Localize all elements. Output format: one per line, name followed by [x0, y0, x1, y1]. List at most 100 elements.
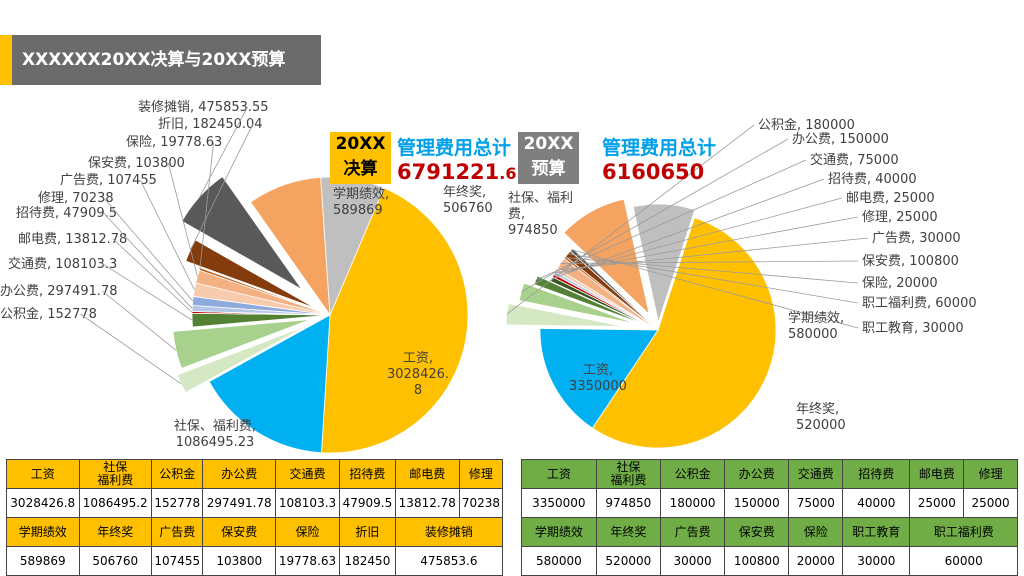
- title-bar: [0, 35, 321, 85]
- table-cell: 40000: [842, 488, 911, 518]
- table-header-cell: 广告费: [150, 517, 204, 547]
- table-header-cell: 广告费: [659, 517, 726, 547]
- table-header-cell: 办公费: [724, 459, 790, 489]
- table-cell: 589869: [6, 546, 80, 576]
- table-header-cell: 招待费: [339, 459, 396, 489]
- slice-label: 社保、福利费, 1086495.23: [174, 418, 256, 450]
- budget-table: 工资 社保 福利费 公积金 办公费 交通费 招待费 邮电费 修理 3350000 974850 180…: [521, 459, 1018, 576]
- slice-label: 公积金, 152778: [0, 306, 97, 322]
- table-cell: 25000: [963, 488, 1018, 518]
- table-cell: 520000: [595, 546, 661, 576]
- budget-total-label: 管理费用总计: [602, 137, 717, 159]
- table-header-cell: 装修摊销: [394, 517, 504, 547]
- table-cell: 1086495.2: [78, 488, 152, 518]
- actual-total-value: 6791221.61: [397, 160, 528, 184]
- slice-label: 保险, 19778.63: [126, 135, 222, 150]
- table-cell: 13812.78: [394, 488, 460, 518]
- slice-label: 社保、福利费, 974850: [508, 190, 573, 238]
- table-header-cell: 学期绩效: [521, 517, 597, 547]
- budget-box-year: 20XX: [523, 134, 574, 154]
- actual-box-type: 决算: [343, 159, 378, 179]
- table-row: 3028426.8 1086495.2 152778 297491.78 108103.…: [6, 488, 504, 518]
- table-cell: 974850: [595, 488, 661, 518]
- table-cell: 180000: [659, 488, 726, 518]
- leader-line: [521, 138, 789, 293]
- table-cell: 297491.78: [202, 488, 276, 518]
- table-header-cell: 职工教育: [842, 517, 911, 547]
- pie-slice: [563, 198, 650, 316]
- actual-total-label: 管理费用总计: [397, 137, 512, 159]
- table-header-row: 学期绩效 年终奖 广告费 保安费 保险 职工教育 职工福利费: [521, 517, 1018, 547]
- pie-slice: [539, 328, 659, 429]
- slice-label: 装修摊销, 475853.55: [138, 100, 269, 115]
- pie-slice: [321, 187, 469, 454]
- slice-label: 折旧, 182450.04: [158, 117, 263, 132]
- slice-label: 修理, 70238: [38, 191, 114, 206]
- table-cell: 182450: [339, 546, 396, 576]
- table-row: 589869 506760 107455 103800 19778.63 182450 47…: [6, 546, 504, 576]
- table-header-cell: 邮电费: [394, 459, 460, 489]
- slice-label: 公积金, 180000: [758, 117, 855, 133]
- leader-line: [199, 106, 248, 197]
- table-header-cell: 学期绩效: [6, 517, 80, 547]
- table-cell: 107455: [150, 546, 204, 576]
- slice-label: 广告费, 107455: [60, 173, 157, 188]
- slice-label: 职工福利费, 60000: [862, 296, 977, 311]
- pie-chart-actual: 工资, 3028426. 8 社保、福利费, 1086495.23 公积金, 152778…: [0, 100, 493, 454]
- table-cell: 20000: [788, 546, 844, 576]
- leader-line: [535, 159, 807, 281]
- table-header-cell: 修理: [458, 459, 504, 489]
- slice-label: 广告费, 30000: [872, 231, 961, 246]
- table-header-cell: 办公费: [202, 459, 276, 489]
- table-header-cell: 招待费: [842, 459, 911, 489]
- slice-label: 招待费, 40000: [828, 172, 917, 187]
- table-header-cell: 交通费: [274, 459, 341, 489]
- table-cell: 75000: [788, 488, 844, 518]
- leader-line: [112, 238, 193, 313]
- table-cell: 580000: [521, 546, 597, 576]
- leader-line: [102, 263, 193, 321]
- table-header-cell: 职工福利费: [909, 517, 1018, 547]
- leader-line: [189, 123, 254, 251]
- table-header-cell: 年终奖: [78, 517, 152, 547]
- table-cell: 30000: [659, 546, 726, 576]
- slice-label: 学期绩效, 580000: [788, 310, 844, 342]
- table-header-row: 工资 社保 福利费 公积金 办公费 交通费 招待费 邮电费 修理: [521, 459, 1018, 489]
- table-header-cell: 邮电费: [909, 459, 965, 489]
- table-row: 580000 520000 30000 100800 20000 30000 60000: [521, 546, 1018, 576]
- leader-line: [551, 178, 825, 280]
- pie-slice: [518, 282, 636, 324]
- slice-label: 工资, 3350000: [569, 363, 627, 394]
- table-cell: 19778.63: [274, 546, 341, 576]
- leader-line: [571, 249, 859, 329]
- leader-line: [167, 162, 198, 277]
- slice-label: 办公费, 150000: [792, 132, 889, 147]
- slice-label: 保险, 20000: [862, 276, 938, 291]
- pie-slice: [591, 217, 777, 449]
- leader-line: [199, 141, 214, 270]
- budget-box: 20XX 预算: [518, 132, 579, 184]
- table-header-cell: 工资: [521, 459, 597, 489]
- table-row: 3350000 974850 180000 150000 75000 40000 25000…: [521, 488, 1018, 518]
- pie-slice: [181, 176, 303, 290]
- table-cell: 103800: [202, 546, 276, 576]
- leader-line: [554, 216, 859, 274]
- table-header-cell: 社保 福利费: [595, 459, 661, 489]
- leader-line: [560, 260, 859, 264]
- actual-total-main: 6791221: [397, 160, 500, 184]
- table-header-row: 学期绩效 年终奖 广告费 保安费 保险 折旧 装修摊销: [6, 517, 504, 547]
- slice-label: 年终奖, 520000: [796, 401, 846, 433]
- table-cell: 152778: [150, 488, 204, 518]
- table-header-cell: 保险: [788, 517, 844, 547]
- slice-label: 邮电费, 13812.78: [18, 232, 127, 247]
- leader-line: [103, 197, 194, 302]
- table-header-cell: 修理: [963, 459, 1018, 489]
- table-cell: 25000: [909, 488, 965, 518]
- leader-line: [139, 179, 195, 290]
- slice-label: 交通费, 108103.3: [8, 256, 117, 272]
- slice-label: 工资, 3028426. 8: [387, 351, 449, 398]
- table-cell: 150000: [724, 488, 790, 518]
- table-header-cell: 工资: [6, 459, 80, 489]
- slice-label: 职工教育, 30000: [862, 320, 964, 336]
